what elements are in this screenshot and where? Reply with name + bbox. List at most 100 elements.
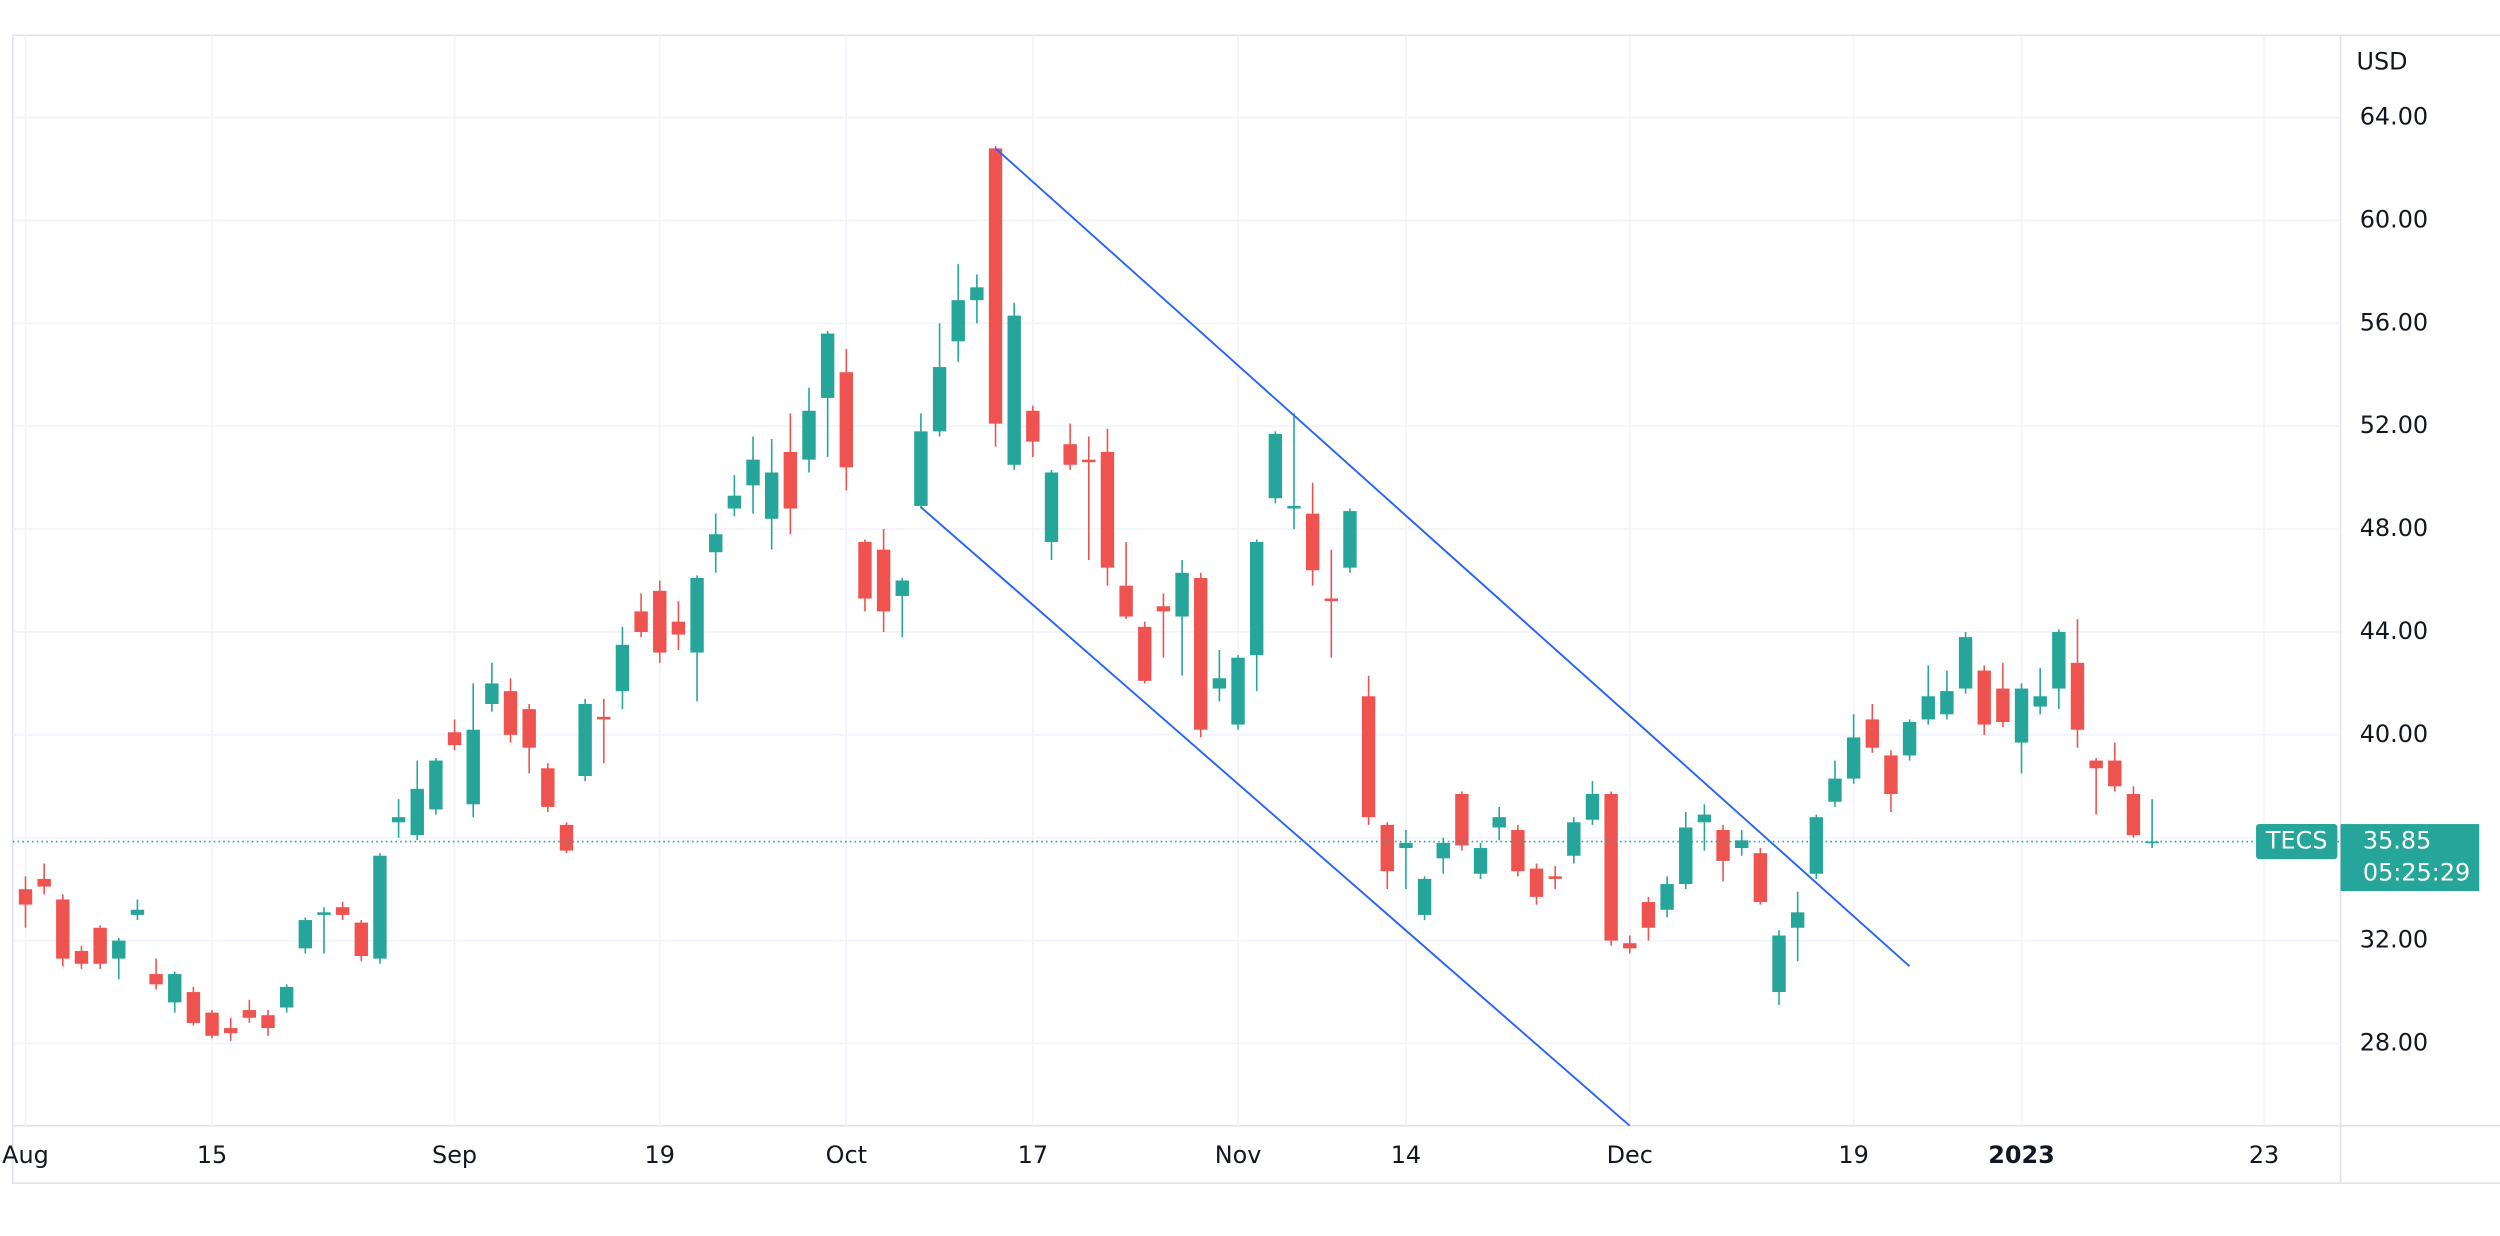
candle-body: [2052, 631, 2066, 689]
candle-body: [914, 431, 928, 506]
candle-body: [1175, 572, 1189, 617]
candle-body: [447, 732, 462, 746]
candle-body: [93, 927, 107, 964]
candle-body: [1380, 824, 1394, 872]
candle-body: [1921, 696, 1935, 720]
candle-body: [1417, 878, 1432, 915]
x-tick-label: Oct: [826, 1141, 867, 1169]
y-tick-label: 48.00: [2360, 514, 2428, 542]
y-tick-label: 32.00: [2360, 926, 2428, 954]
x-tick-label: 17: [1018, 1141, 1048, 1169]
candle-body: [1846, 737, 1861, 779]
y-tick-label: 56.00: [2360, 308, 2428, 336]
candle-body: [1679, 827, 1693, 885]
candle-body: [1958, 637, 1973, 689]
candle-body: [1529, 868, 1544, 897]
candle-body: [1585, 794, 1600, 820]
candle-body: [18, 889, 33, 905]
axes: 28.00 32.00 40.00 44.00 48.00 52.00 56.00 60.00…: [2, 103, 2480, 1169]
candle-body: [1305, 513, 1320, 571]
candle-body: [1977, 670, 1991, 725]
candle-body: [615, 644, 630, 692]
symbol-badge: [2256, 824, 2338, 860]
currency-label: USD: [2357, 47, 2408, 75]
candle-body: [391, 817, 406, 823]
candle-body: [298, 920, 313, 949]
candle-body: [354, 922, 368, 957]
candle-body: [1436, 842, 1450, 859]
candle-body: [597, 716, 611, 720]
candle-body: [1865, 719, 1879, 748]
candle-body: [970, 287, 984, 301]
candle-body: [522, 709, 536, 748]
candle-body: [1604, 794, 1618, 941]
candle-body: [1044, 472, 1059, 542]
candle-body: [1063, 444, 1077, 465]
candle-body: [1361, 696, 1376, 818]
candle-body: [466, 729, 480, 805]
countdown-label: 05:25:29: [2363, 858, 2470, 886]
candle-body: [727, 495, 742, 509]
candle-body: [224, 1028, 238, 1034]
candle-body: [1716, 830, 1730, 861]
candle-body: [541, 768, 555, 807]
candle-body: [671, 621, 686, 635]
y-tick-label: 60.00: [2360, 205, 2428, 233]
candle-body: [1511, 830, 1525, 872]
candle-body: [261, 1015, 275, 1029]
candle-body: [783, 451, 798, 509]
candle-body: [559, 824, 574, 851]
candle-body: [149, 974, 163, 985]
candle-body: [1772, 935, 1786, 993]
candle-body: [1623, 943, 1637, 949]
candle-body: [1641, 902, 1656, 928]
candle-body: [802, 410, 816, 460]
candle-body: [112, 940, 126, 959]
candle-body: [1660, 884, 1674, 910]
candle-body: [1156, 606, 1171, 612]
candle-body: [1884, 755, 1898, 795]
candle-body: [205, 1012, 219, 1036]
candle-body: [1324, 598, 1339, 602]
candle-body: [709, 534, 723, 553]
candle-body: [1138, 626, 1152, 681]
trend-line: [994, 147, 1911, 968]
candle-body: [1194, 577, 1208, 730]
candle-body: [410, 788, 424, 836]
candle-body: [373, 855, 387, 959]
candle-body: [820, 333, 835, 398]
candle-body: [1212, 678, 1227, 689]
candle-body: [1492, 817, 1506, 828]
candle-body: [1082, 459, 1096, 463]
grid: [12, 35, 2341, 1126]
candle-body: [429, 760, 443, 810]
candle-body: [858, 541, 872, 599]
candle-body: [1119, 585, 1133, 617]
y-tick-label: 44.00: [2360, 617, 2428, 645]
candle-body: [2089, 760, 2103, 769]
candle-body: [37, 878, 51, 887]
candle-body: [1100, 451, 1115, 568]
candle-body: [2070, 662, 2085, 730]
x-tick-label: 14: [1391, 1141, 1421, 1169]
x-tick-label: Dec: [1607, 1141, 1653, 1169]
trend-line: [920, 506, 1631, 1126]
candle-body: [485, 683, 499, 704]
y-tick-label: 52.00: [2360, 411, 2428, 439]
candle-body: [1902, 721, 1917, 756]
candle-body: [653, 590, 667, 653]
candle-body: [1399, 842, 1413, 849]
candle-body: [2033, 696, 2047, 707]
candle-body: [951, 300, 965, 342]
x-tick-label: 19: [1838, 1141, 1868, 1169]
price-badge: [2340, 824, 2480, 892]
candle-body: [1455, 794, 1469, 846]
candle-body: [876, 549, 891, 612]
candle-body: [2108, 760, 2122, 787]
candle-body: [1007, 315, 1021, 465]
candle-body: [690, 577, 704, 653]
candle-body: [279, 986, 294, 1008]
y-tick-label: 64.00: [2360, 103, 2428, 131]
